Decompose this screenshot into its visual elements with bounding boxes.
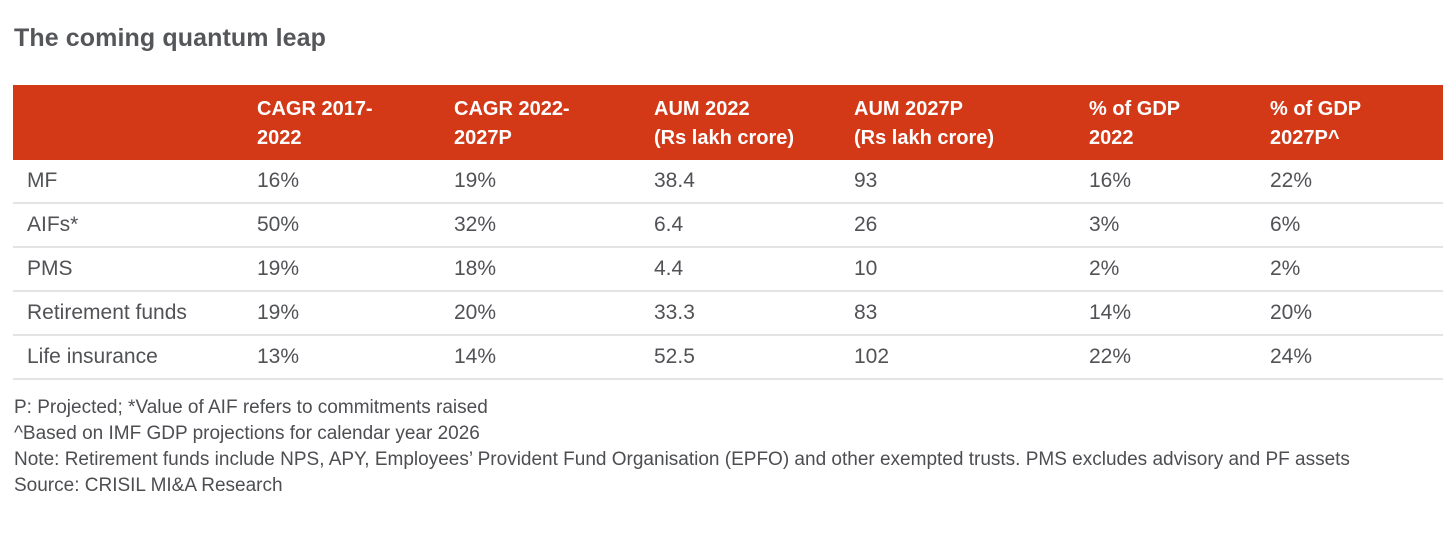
footnote-imf-gdp: ^Based on IMF GDP projections for calend… (14, 423, 480, 444)
row-label: PMS (27, 257, 73, 280)
row-label: Life insurance (27, 345, 158, 368)
footnote-projected: P: Projected; *Value of AIF refers to co… (14, 397, 488, 418)
column-header-line: 2022 (257, 127, 302, 149)
column-header-cagr-2022-2027p: CAGR 2022- 2027P (454, 85, 654, 160)
cell-gdp-2022: 14% (1089, 301, 1132, 324)
column-header-line: % of GDP (1270, 98, 1362, 120)
column-header-aum-2022: AUM 2022 (Rs lakh crore) (654, 85, 854, 160)
cell-cagr-2017-2022: 19% (257, 257, 300, 280)
row-label: Retirement funds (27, 301, 187, 324)
column-header-line: (Rs lakh crore) (654, 127, 795, 149)
cell-aum-2027p: 26 (854, 213, 878, 236)
column-header-line: 2027P (454, 127, 512, 149)
cell-cagr-2017-2022: 19% (257, 301, 300, 324)
table-header-row: CAGR 2017- 2022 CAGR 2022- 2027P AUM 202… (13, 85, 1443, 160)
cell-gdp-2022: 22% (1089, 345, 1132, 368)
column-header-gdp-2022: % of GDP 2022 (1089, 85, 1270, 160)
table-row-life-insurance: Life insurance 13% 14% 52.5 102 22% 24% (13, 336, 1443, 380)
figure-title: The coming quantum leap (14, 24, 327, 52)
cell-cagr-2022-2027p: 19% (454, 169, 497, 192)
column-header-line: 2027P^ (1270, 127, 1340, 149)
cell-aum-2022: 52.5 (654, 345, 695, 368)
cell-cagr-2022-2027p: 32% (454, 213, 497, 236)
row-label: MF (27, 169, 58, 192)
row-label: AIFs* (27, 213, 79, 236)
cell-aum-2022: 4.4 (654, 257, 684, 280)
cell-aum-2022: 33.3 (654, 301, 695, 324)
data-table: CAGR 2017- 2022 CAGR 2022- 2027P AUM 202… (13, 85, 1443, 380)
cell-gdp-2027p: 2% (1270, 257, 1301, 280)
cell-aum-2027p: 83 (854, 301, 878, 324)
footnote-note: Note: Retirement funds include NPS, APY,… (14, 449, 1350, 470)
footnotes: P: Projected; *Value of AIF refers to co… (13, 395, 1426, 499)
column-header-gdp-2027p: % of GDP 2027P^ (1270, 85, 1443, 160)
column-header-line: % of GDP (1089, 98, 1181, 120)
cell-cagr-2022-2027p: 18% (454, 257, 497, 280)
cell-aum-2027p: 102 (854, 345, 890, 368)
table-row-aifs: AIFs* 50% 32% 6.4 26 3% 6% (13, 204, 1443, 248)
cell-gdp-2027p: 24% (1270, 345, 1313, 368)
cell-aum-2022: 6.4 (654, 213, 684, 236)
column-header-cagr-2017-2022: CAGR 2017- 2022 (257, 85, 454, 160)
cell-cagr-2017-2022: 13% (257, 345, 300, 368)
column-header-line: (Rs lakh crore) (854, 127, 995, 149)
cell-gdp-2027p: 20% (1270, 301, 1313, 324)
cell-gdp-2022: 2% (1089, 257, 1120, 280)
table-row-pms: PMS 19% 18% 4.4 10 2% 2% (13, 248, 1443, 292)
cell-cagr-2017-2022: 50% (257, 213, 300, 236)
cell-cagr-2022-2027p: 14% (454, 345, 497, 368)
cell-gdp-2022: 16% (1089, 169, 1132, 192)
cell-cagr-2017-2022: 16% (257, 169, 300, 192)
cell-gdp-2027p: 6% (1270, 213, 1301, 236)
cell-aum-2027p: 10 (854, 257, 878, 280)
cell-gdp-2022: 3% (1089, 213, 1120, 236)
cell-gdp-2027p: 22% (1270, 169, 1313, 192)
table-row-mf: MF 16% 19% 38.4 93 16% 22% (13, 160, 1443, 204)
column-header-line: 2022 (1089, 127, 1134, 149)
column-header-line: CAGR 2017- (257, 98, 373, 120)
column-header-line: AUM 2022 (654, 98, 750, 120)
cell-cagr-2022-2027p: 20% (454, 301, 497, 324)
cell-aum-2022: 38.4 (654, 169, 695, 192)
column-header-line: CAGR 2022- (454, 98, 570, 120)
column-header-aum-2027p: AUM 2027P (Rs lakh crore) (854, 85, 1089, 160)
cell-aum-2027p: 93 (854, 169, 878, 192)
table-row-retirement-funds: Retirement funds 19% 20% 33.3 83 14% 20% (13, 292, 1443, 336)
column-header-blank (13, 85, 257, 160)
column-header-line: AUM 2027P (854, 98, 963, 120)
footnote-source: Source: CRISIL MI&A Research (14, 475, 283, 496)
